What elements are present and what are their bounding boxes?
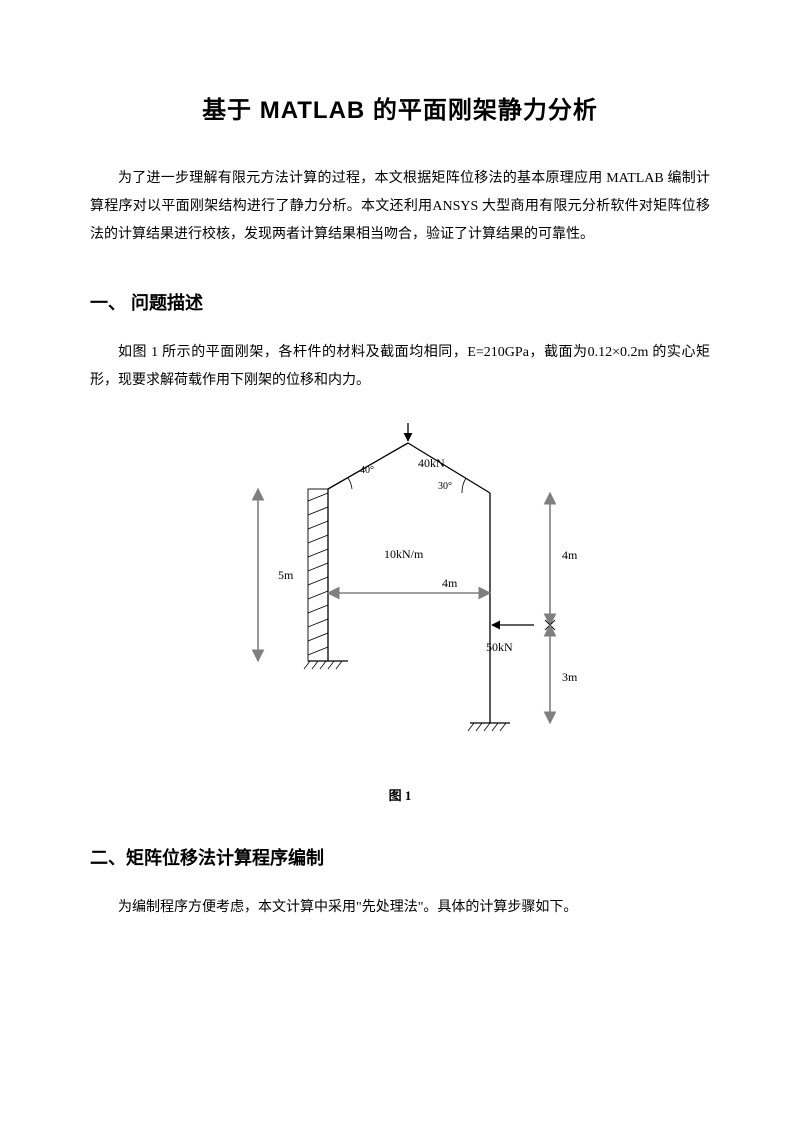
- figure-1-caption: 图 1: [90, 785, 710, 804]
- section-2-para: 为编制程序方便考虑，本文计算中采用"先处理法"。具体的计算步骤如下。: [90, 894, 710, 922]
- dim-right-top-label: 4m: [562, 548, 578, 562]
- angle-right-label: 30°: [438, 481, 452, 492]
- section-1-para: 如图 1 所示的平面刚架，各杆件的材料及截面均相同，E=210GPa，截面为0.…: [90, 339, 710, 395]
- angle-left-label: 40°: [360, 465, 374, 476]
- section-2-heading: 二、矩阵位移法计算程序编制: [90, 844, 710, 870]
- section-1-heading: 一、 问题描述: [90, 289, 710, 315]
- dim-left-label: 5m: [278, 568, 294, 582]
- load-horiz-label: 50kN: [486, 640, 513, 654]
- intro-paragraph: 为了进一步理解有限元方法计算的过程，本文根据矩阵位移法的基本原理应用 MATLA…: [90, 165, 710, 249]
- load-top-label: 40kN: [418, 456, 445, 470]
- dim-width-label: 4m: [442, 576, 458, 590]
- dim-right-bot-label: 3m: [562, 670, 578, 684]
- figure-1-diagram: 40° 40kN 30° 10kN/m 50kN 5m 4m 3m 4m: [90, 423, 710, 753]
- page-title: 基于 MATLAB 的平面刚架静力分析: [90, 90, 710, 125]
- load-dist-label: 10kN/m: [384, 547, 424, 561]
